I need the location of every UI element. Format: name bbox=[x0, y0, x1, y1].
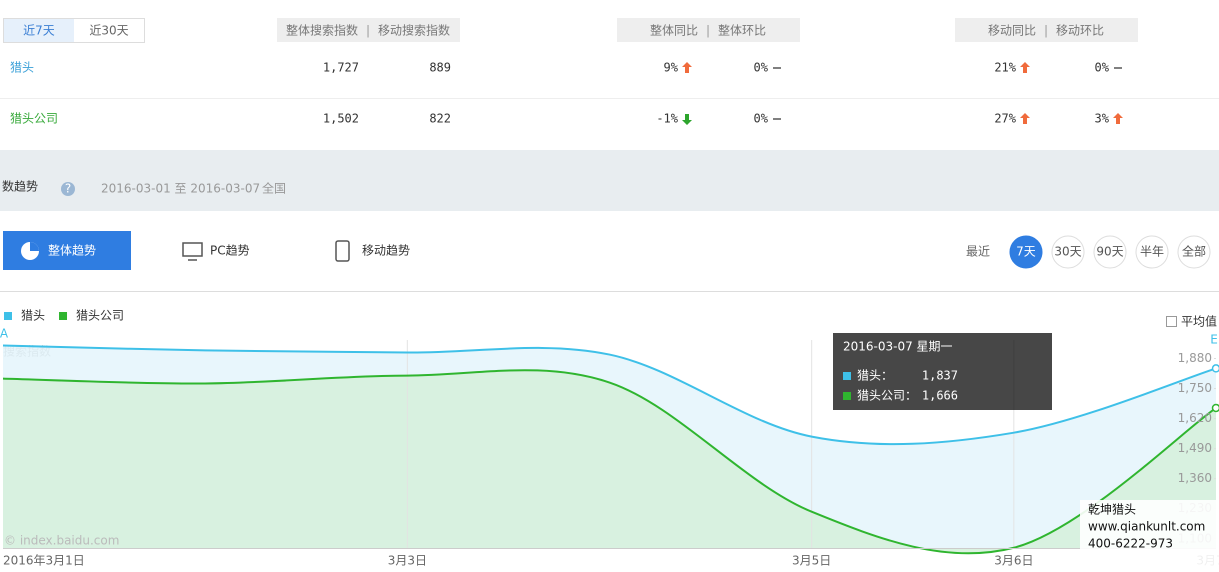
period-tab[interactable]: 近7天 bbox=[23, 24, 55, 38]
section-band bbox=[0, 150, 1219, 211]
legend-swatch[interactable] bbox=[59, 312, 68, 320]
header-sep: | bbox=[706, 24, 710, 38]
tooltip-swatch bbox=[843, 392, 851, 400]
range-option-bg[interactable] bbox=[1051, 235, 1085, 269]
header-box bbox=[277, 18, 460, 42]
range-option-bg[interactable] bbox=[1093, 235, 1127, 269]
range-label: 最近 bbox=[966, 245, 990, 259]
row-name[interactable]: 猎头 bbox=[10, 61, 34, 75]
trend-up bbox=[682, 62, 692, 73]
tooltip-swatch bbox=[843, 372, 851, 380]
range-option[interactable]: 90天 bbox=[1096, 245, 1123, 259]
line bbox=[2, 369, 1217, 555]
help-icon[interactable] bbox=[61, 182, 75, 196]
table-cell: 822 bbox=[429, 112, 451, 126]
trend-up bbox=[1020, 62, 1030, 73]
tab-active bbox=[4, 19, 74, 42]
range-option-bg[interactable] bbox=[1009, 235, 1043, 269]
view-tab[interactable]: 整体趋势 bbox=[48, 243, 96, 258]
header-sep: | bbox=[366, 24, 370, 38]
phone-icon bbox=[335, 240, 350, 262]
table-cell: -1% bbox=[656, 112, 678, 126]
range-option[interactable]: 半年 bbox=[1140, 245, 1164, 259]
table-header: 移动同比 bbox=[988, 24, 1036, 38]
table-header: 整体搜索指数 bbox=[286, 23, 358, 38]
x-tick-label: 2016年3月1日 bbox=[3, 554, 85, 568]
table-cell: 27% bbox=[994, 112, 1016, 126]
legend-swatch[interactable] bbox=[4, 312, 12, 320]
table-cell: 9% bbox=[664, 61, 679, 75]
region: 全国 bbox=[262, 181, 286, 196]
table-header: 整体同比 bbox=[650, 23, 698, 38]
trend-down bbox=[682, 114, 692, 125]
table-cell: 1,502 bbox=[323, 112, 359, 126]
end-point bbox=[1211, 364, 1219, 373]
contact-bg bbox=[1080, 500, 1219, 568]
range-option-bg[interactable] bbox=[1135, 235, 1169, 269]
help-q: ? bbox=[65, 182, 71, 196]
table-header: 移动环比 bbox=[1056, 24, 1104, 38]
x-tick-label: 3月5日 bbox=[792, 554, 831, 568]
header-box bbox=[617, 18, 800, 42]
table-cell: 3% bbox=[1095, 112, 1110, 126]
view-tab[interactable]: 移动趋势 bbox=[362, 244, 410, 258]
tooltip-value: 1,666 bbox=[922, 389, 958, 403]
section-title: 数趋势 bbox=[2, 179, 38, 194]
table-cell: 0% bbox=[754, 112, 769, 126]
table-cell: 889 bbox=[429, 61, 451, 75]
avg-checkbox[interactable] bbox=[1166, 316, 1177, 327]
table-cell: 0% bbox=[754, 61, 769, 75]
contact-line: 乾坤猎头 bbox=[1088, 502, 1136, 517]
line bbox=[2, 344, 1217, 446]
period-tab[interactable]: 近30天 bbox=[89, 24, 128, 38]
legend-label[interactable]: 猎头 bbox=[21, 309, 45, 323]
range-option[interactable]: 全部 bbox=[1182, 244, 1206, 259]
pie-cut bbox=[30, 242, 39, 251]
area bbox=[3, 370, 1216, 554]
tooltip-bg bbox=[833, 333, 1052, 410]
y-tick-label: 1,880 bbox=[1178, 351, 1212, 365]
x-tick-label: 3月3日 bbox=[388, 554, 427, 568]
trend-up bbox=[1020, 113, 1030, 124]
series-flag: A bbox=[0, 327, 9, 341]
y-tick-label: 1,750 bbox=[1178, 381, 1212, 395]
avg-label[interactable]: 平均值 bbox=[1181, 314, 1217, 329]
table-cell: 1,727 bbox=[323, 61, 359, 75]
table-cell: 0% bbox=[1095, 61, 1110, 75]
legend-label[interactable]: 猎头公司 bbox=[76, 309, 124, 323]
trend-up bbox=[1113, 113, 1123, 124]
y-tick-label: 1,360 bbox=[1178, 471, 1212, 485]
header-box bbox=[955, 18, 1138, 42]
watermark: © index.baidu.com bbox=[4, 534, 119, 548]
pc-icon bbox=[182, 242, 203, 257]
end-point bbox=[1211, 403, 1219, 413]
series-flag: E bbox=[1210, 333, 1218, 347]
contact-line: 400-6222-973 bbox=[1088, 537, 1173, 551]
tooltip-title: 2016-03-07 星期一 bbox=[843, 340, 953, 354]
x-tick-label: 3月6日 bbox=[994, 554, 1033, 568]
y-tick-label: 1,490 bbox=[1178, 441, 1212, 455]
table-header: 移动搜索指数 bbox=[378, 23, 450, 38]
row-name[interactable]: 猎头公司 bbox=[10, 112, 58, 126]
range-option[interactable]: 7天 bbox=[1016, 245, 1036, 259]
header-sep: | bbox=[1044, 24, 1048, 38]
contact-line: www.qiankunlt.com bbox=[1088, 520, 1205, 534]
date-range: 2016-03-01 至 2016-03-07 bbox=[101, 182, 260, 196]
view-tab[interactable]: PC趋势 bbox=[210, 244, 250, 258]
table-cell: 21% bbox=[994, 61, 1016, 75]
tooltip-label: 猎头公司： bbox=[857, 389, 917, 403]
range-option-bg[interactable] bbox=[1177, 235, 1211, 269]
tooltip-value: 1,837 bbox=[922, 369, 958, 383]
tooltip-label: 猎头： bbox=[857, 369, 893, 383]
y-tick-label: 1,620 bbox=[1178, 411, 1212, 425]
table-header: 整体环比 bbox=[718, 23, 766, 38]
range-option[interactable]: 30天 bbox=[1054, 245, 1081, 259]
